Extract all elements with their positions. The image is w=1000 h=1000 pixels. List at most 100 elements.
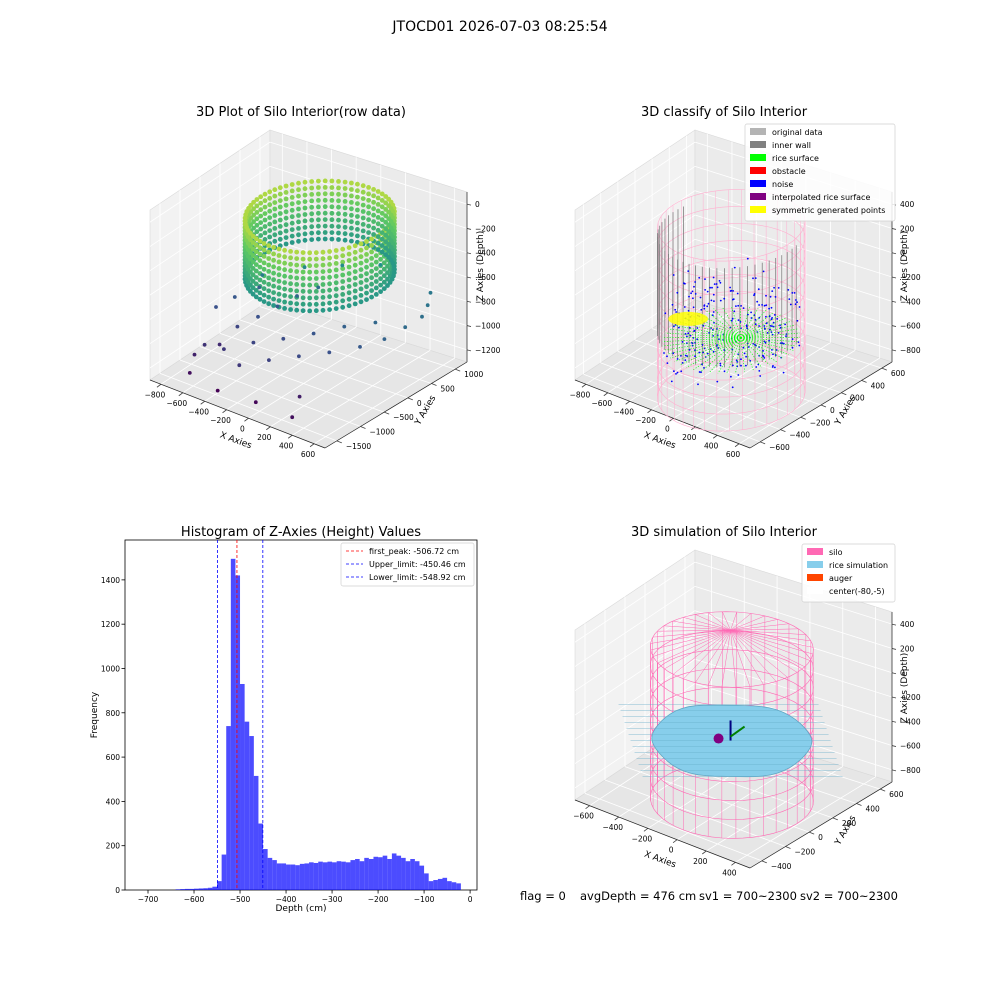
p2-noise [737, 374, 740, 376]
p1-point [276, 253, 282, 258]
p1-point [258, 226, 264, 232]
p1-point [272, 238, 278, 244]
p4-roof-strut [708, 612, 731, 631]
p4-ticklabel-z: 0 [900, 669, 905, 678]
p2-rice-ray [671, 324, 741, 339]
p1-point [383, 194, 389, 199]
p1-ticklabel-y: 0 [417, 399, 422, 408]
p1-point [320, 282, 326, 287]
figure-suptitle: JTOCD01 2026-07-03 08:25:54 [391, 19, 607, 35]
p1-point [352, 295, 358, 300]
p2-noise [754, 323, 757, 326]
p1-point [302, 237, 308, 243]
p1-point [266, 243, 272, 249]
p4-roof-strut [672, 630, 731, 675]
p2-noise [758, 316, 761, 319]
p2-noise [789, 303, 792, 306]
p1-point [307, 269, 313, 275]
p2-noise [758, 325, 760, 327]
p1-point [364, 264, 369, 270]
p1-point [283, 222, 289, 228]
p1-point [316, 230, 321, 236]
p1-point [262, 211, 268, 217]
p2-noise [791, 292, 794, 294]
p1-point [307, 263, 313, 269]
p2-noise [706, 290, 709, 293]
p1-point [277, 191, 283, 197]
p2-rice-ray [740, 337, 762, 368]
p1-point [307, 289, 313, 294]
p2-noise [769, 325, 772, 327]
p2-tick-x [581, 383, 587, 388]
p2-noise [681, 341, 684, 343]
p1-point [254, 210, 260, 215]
p4-legend-swatch [807, 574, 823, 581]
p1-point [254, 229, 260, 235]
p1-point [296, 200, 301, 206]
p2-rice-ray [740, 337, 745, 372]
p1-point [358, 267, 364, 272]
p2-noise [718, 338, 720, 341]
p1-point [358, 293, 364, 298]
p1-point [283, 215, 289, 221]
p2-rice-ray [689, 314, 741, 339]
p3-bar [217, 881, 222, 890]
p2-tick-y [780, 429, 786, 432]
p1-point [309, 192, 315, 197]
p1-point [271, 245, 276, 250]
p1-ticklabel-x: −400 [188, 407, 209, 416]
p2-noise [699, 296, 702, 299]
p1-point [302, 186, 308, 192]
p1-point [373, 259, 379, 265]
p2-ticklabel-y: 400 [871, 381, 886, 390]
p3-legend-frame [340, 542, 475, 587]
p1-point [385, 263, 390, 269]
p2-ticklabel-y: −200 [810, 418, 831, 427]
p1-point [320, 295, 326, 300]
p1-point [379, 230, 385, 236]
p2-noise [781, 342, 784, 344]
p1-point [342, 231, 348, 237]
p1-point [288, 249, 293, 254]
p1-grid-z-left [149, 287, 271, 369]
p2-ticklabel-y: −600 [769, 443, 790, 452]
p1-ticklabel-z: −600 [475, 273, 496, 282]
p2-ticklabel-y: 0 [830, 406, 835, 415]
p1-point [253, 242, 259, 248]
p4-grid-z-back [694, 658, 893, 722]
p4-tick-y [880, 788, 886, 792]
p1-point [336, 230, 341, 236]
p2-ticklabel-z: −200 [900, 273, 921, 282]
p2-tick-x [712, 434, 718, 439]
p1-point [386, 216, 392, 222]
p1-point [257, 238, 263, 244]
p2-noise [757, 288, 760, 291]
p1-point [327, 300, 332, 306]
p1-ticklabel-z: −800 [475, 297, 496, 306]
p4-roof-strut [652, 629, 731, 638]
p2-noise [673, 370, 675, 373]
p1-axis-y [324, 361, 468, 449]
p1-point [333, 267, 339, 273]
p1-point [267, 195, 273, 201]
p1-point [296, 180, 301, 186]
p1-point [296, 193, 301, 199]
p2-noise [732, 364, 734, 367]
p1-point [192, 352, 197, 357]
p1-point [352, 275, 358, 281]
p2-noise [763, 325, 766, 327]
p3-bar [447, 881, 452, 890]
panel4-zlabel: Z Axies (Depth) [900, 653, 910, 724]
p2-noise [689, 334, 692, 337]
p1-ticklabel-z: −400 [475, 249, 496, 258]
p1-point [383, 232, 389, 238]
p2-rice-ray [740, 337, 797, 347]
p2-noise [719, 364, 722, 367]
p1-point [375, 247, 381, 253]
p1-point [383, 226, 389, 232]
p2-legend-swatch [750, 206, 766, 213]
panel1-xlabel: X Axies [218, 431, 253, 452]
p1-point [379, 223, 385, 229]
p1-point [261, 292, 267, 298]
panel-simulation-3d: 3D simulation of Silo Interior −600−400−… [573, 525, 921, 877]
